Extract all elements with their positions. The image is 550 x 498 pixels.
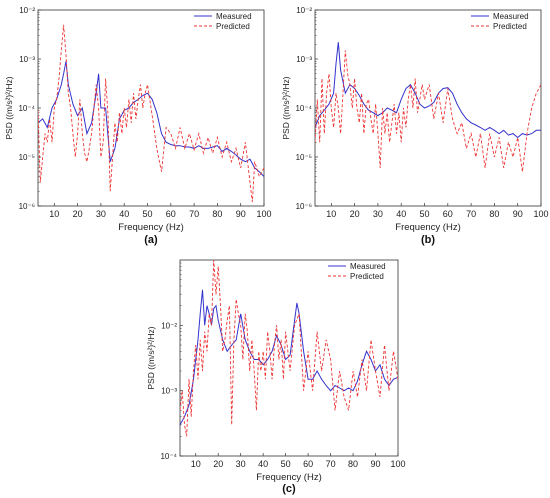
x-tick-label: 90 bbox=[371, 459, 381, 469]
psd-chart-a: 10 20 30 40 50 60 70 80 90 100 10⁻⁶ 10⁻⁵ 10⁻⁴ 10⁻³ 10⁻… bbox=[4, 6, 272, 246]
x-tick-label: 70 bbox=[466, 209, 476, 219]
y-tick-label: 10⁻⁵ bbox=[296, 153, 312, 162]
psd-chart-c: 10 20 30 40 50 60 70 80 90 100 10⁻⁴ 10⁻³ 10⁻² Measure… bbox=[146, 259, 406, 495]
x-tick-label: 40 bbox=[396, 209, 406, 219]
plot-frame bbox=[314, 9, 542, 207]
x-tick-label: 30 bbox=[236, 459, 246, 469]
y-tick-label: 10⁻⁴ bbox=[160, 452, 177, 461]
x-tick-label: 20 bbox=[213, 459, 223, 469]
x-tick-label: 70 bbox=[189, 209, 199, 219]
x-tick-label: 50 bbox=[419, 209, 429, 219]
legend-measured-label: Measured bbox=[493, 12, 529, 21]
x-tick-label: 30 bbox=[373, 209, 383, 219]
y-tick-label: 10⁻³ bbox=[161, 387, 177, 396]
x-tick-label: 20 bbox=[73, 209, 83, 219]
legend-predicted-label: Predicted bbox=[350, 272, 384, 281]
y-axis-label: PSD ((m/s²)²/Hz) bbox=[4, 76, 14, 139]
x-tick-label: 100 bbox=[256, 209, 271, 219]
x-tick-label: 10 bbox=[326, 209, 336, 219]
y-axis-label: PSD ((m/s²)²/Hz) bbox=[146, 326, 156, 389]
y-tick-label: 10⁻² bbox=[296, 6, 312, 15]
measured-series-line bbox=[38, 61, 264, 177]
legend-predicted-label: Predicted bbox=[493, 22, 527, 31]
measured-series-line bbox=[180, 289, 398, 426]
legend-predicted-label: Predicted bbox=[216, 22, 250, 31]
x-tick-label: 40 bbox=[119, 209, 129, 219]
x-tick-label: 60 bbox=[443, 209, 453, 219]
x-tick-label: 100 bbox=[390, 459, 405, 469]
x-tick-label: 80 bbox=[212, 209, 222, 219]
y-axis-label: PSD ((m/s²)²/Hz) bbox=[281, 76, 291, 139]
legend-measured-label: Measured bbox=[350, 262, 386, 271]
x-axis-label: Frequency (Hz) bbox=[118, 222, 183, 233]
x-tick-label: 40 bbox=[258, 459, 268, 469]
x-axis-label: Frequency (Hz) bbox=[256, 472, 321, 483]
y-tick-label: 10⁻⁵ bbox=[19, 153, 35, 162]
x-tick-label: 50 bbox=[142, 209, 152, 219]
legend-measured-label: Measured bbox=[216, 12, 252, 21]
x-tick-label: 10 bbox=[191, 459, 201, 469]
x-tick-label: 20 bbox=[350, 209, 360, 219]
y-tick-label: 10⁻³ bbox=[19, 55, 35, 64]
psd-chart-b: 10 20 30 40 50 60 70 80 90 100 10⁻⁶ 10⁻⁵ 10⁻⁴ 10⁻³ 10⁻… bbox=[281, 6, 549, 246]
y-tick-label: 10⁻³ bbox=[296, 55, 312, 64]
y-tick-label: 10⁻⁴ bbox=[295, 104, 312, 113]
y-tick-label: 10⁻⁶ bbox=[19, 202, 35, 211]
predicted-series-line bbox=[38, 24, 264, 203]
x-tick-label: 30 bbox=[96, 209, 106, 219]
panel-label: (a) bbox=[144, 234, 158, 246]
measured-series-line bbox=[315, 42, 541, 139]
x-tick-label: 80 bbox=[348, 459, 358, 469]
x-tick-label: 100 bbox=[533, 209, 548, 219]
predicted-series-line bbox=[180, 260, 398, 437]
x-tick-label: 50 bbox=[281, 459, 291, 469]
x-tick-label: 60 bbox=[166, 209, 176, 219]
predicted-series-line bbox=[315, 50, 541, 172]
x-tick-label: 90 bbox=[236, 209, 246, 219]
x-tick-label: 80 bbox=[489, 209, 499, 219]
x-tick-label: 60 bbox=[303, 459, 313, 469]
panel-label: (c) bbox=[282, 483, 296, 495]
y-tick-label: 10⁻⁶ bbox=[296, 202, 312, 211]
x-tick-label: 90 bbox=[513, 209, 523, 219]
plot-frame bbox=[179, 259, 399, 457]
y-tick-label: 10⁻² bbox=[19, 6, 35, 15]
panel-label: (b) bbox=[421, 234, 435, 246]
y-tick-label: 10⁻² bbox=[161, 321, 177, 330]
x-tick-label: 70 bbox=[326, 459, 336, 469]
x-axis-label: Frequency (Hz) bbox=[395, 222, 460, 233]
y-tick-label: 10⁻⁴ bbox=[18, 104, 35, 113]
x-tick-label: 10 bbox=[49, 209, 59, 219]
